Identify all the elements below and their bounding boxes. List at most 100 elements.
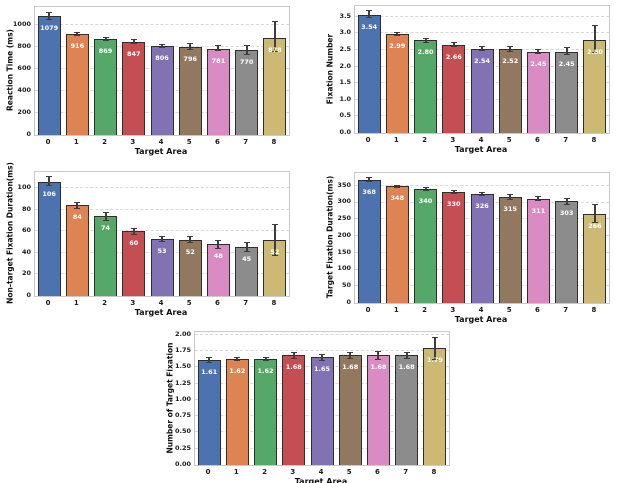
bar-value-label: 2.99 [389, 41, 406, 50]
error-bar-cap-top [394, 184, 401, 186]
error-bar [593, 24, 596, 54]
bar-value-label: 368 [362, 187, 376, 196]
x-tick-label: 8 [591, 136, 597, 144]
error-bar-cap-top [319, 354, 325, 356]
x-tick-label: 1 [73, 138, 79, 146]
reaction-time-chart: Reaction Time (ms) 1079 916 869 847 806 796 781… [2, 0, 320, 161]
error-bar [377, 350, 380, 361]
error-bar [273, 21, 276, 52]
x-tick-label: 8 [271, 299, 277, 307]
bar-value-label: 847 [126, 49, 141, 58]
bar-value-label: 2.80 [417, 47, 434, 56]
error-bar-cap-top [243, 242, 250, 244]
x-tick-label: 0 [205, 468, 211, 476]
error-bar-cap-bottom [159, 241, 165, 243]
x-axis-label: Target Area [134, 147, 188, 156]
error-bar [161, 44, 163, 49]
gridline [35, 187, 289, 189]
bar-value-label: 52 [185, 247, 195, 256]
bar-value-label: 2.66 [445, 52, 462, 61]
gridline [355, 15, 609, 17]
error-bar-cap-top [159, 235, 165, 237]
error-bar [217, 239, 220, 249]
y-tick-label: 200 [17, 107, 31, 116]
error-bar [424, 187, 427, 192]
error-bar-cap-bottom [74, 207, 81, 209]
error-bar-cap-bottom [290, 357, 297, 359]
x-tick-label: 4 [478, 306, 484, 314]
error-bar [48, 176, 51, 187]
y-tick-label: 1.75 [174, 345, 191, 354]
error-bar-cap-bottom [243, 250, 250, 252]
y-tick-label: 100 [17, 183, 31, 192]
y-tick-label: 1.5 [339, 78, 351, 87]
error-bar [104, 211, 107, 221]
error-bar-cap-top [591, 24, 598, 26]
x-tick-label: 4 [478, 136, 484, 144]
x-tick-label: 5 [506, 306, 512, 314]
error-bar-cap-bottom [187, 242, 194, 244]
y-tick-label: 800 [17, 41, 31, 50]
error-bar-cap-top [591, 204, 598, 206]
x-tick-label: 6 [535, 136, 540, 144]
bar [282, 355, 306, 465]
error-bar [565, 198, 568, 205]
error-bar [208, 357, 211, 363]
gridline [195, 333, 449, 335]
error-bar [509, 194, 512, 201]
x-axis-label: Target Area [294, 477, 348, 483]
gridline [35, 230, 289, 232]
bar-value-label: 1.62 [257, 367, 274, 376]
bar [338, 355, 362, 465]
gridline [355, 184, 609, 186]
error-bar-cap-bottom [422, 41, 429, 43]
bar-value-label: 45 [242, 255, 252, 264]
x-axis-label: Target Area [134, 308, 188, 317]
error-bar [236, 357, 239, 362]
x-tick-label: 3 [130, 299, 136, 307]
bar-value-label: 770 [239, 58, 254, 67]
y-tick-label: 20 [21, 269, 31, 278]
bar-value-label: 315 [503, 205, 518, 214]
error-bar-cap-bottom [215, 50, 222, 52]
y-tick-label: 3.5 [339, 11, 351, 20]
y-tick-label: 0 [346, 298, 351, 306]
error-bar-cap-top [563, 46, 570, 48]
y-tick-label: 100 [337, 264, 351, 273]
bar-value-label: 916 [70, 41, 85, 50]
error-bar [132, 39, 135, 44]
error-bar-cap-top [375, 350, 382, 352]
error-bar [481, 191, 483, 197]
error-bar-cap-top [290, 352, 297, 354]
x-tick-label: 3 [290, 468, 296, 476]
error-bar-cap-top [46, 176, 53, 178]
error-bar-cap-bottom [535, 53, 542, 55]
y-tick-label: 2.0 [339, 61, 351, 70]
error-bar [217, 45, 220, 52]
x-tick-label: 4 [318, 468, 324, 476]
error-bar [161, 235, 163, 243]
error-bar-cap-top [234, 357, 241, 359]
error-bar [321, 354, 323, 361]
x-tick-label: 4 [158, 138, 164, 146]
error-bar-cap-top [215, 239, 222, 241]
error-bar-cap-top [479, 191, 485, 193]
gridline [35, 23, 289, 25]
error-bar-cap-bottom [347, 357, 354, 359]
x-tick-label: 4 [158, 299, 164, 307]
error-bar-cap-top [262, 356, 269, 358]
x-tick-label: 1 [393, 136, 399, 144]
error-bar-cap-top [206, 357, 213, 359]
x-tick-label: 8 [271, 138, 277, 146]
error-bar-cap-top [507, 194, 514, 196]
error-bar-cap-bottom [366, 181, 373, 183]
x-tick-label: 7 [243, 299, 249, 307]
x-tick-label: 5 [346, 468, 352, 476]
error-bar-cap-bottom [271, 255, 278, 257]
error-bar [396, 31, 399, 36]
bar-value-label: 348 [390, 194, 405, 203]
x-tick-label: 1 [73, 299, 79, 307]
x-tick-label: 8 [591, 306, 597, 314]
x-tick-label: 7 [243, 138, 249, 146]
